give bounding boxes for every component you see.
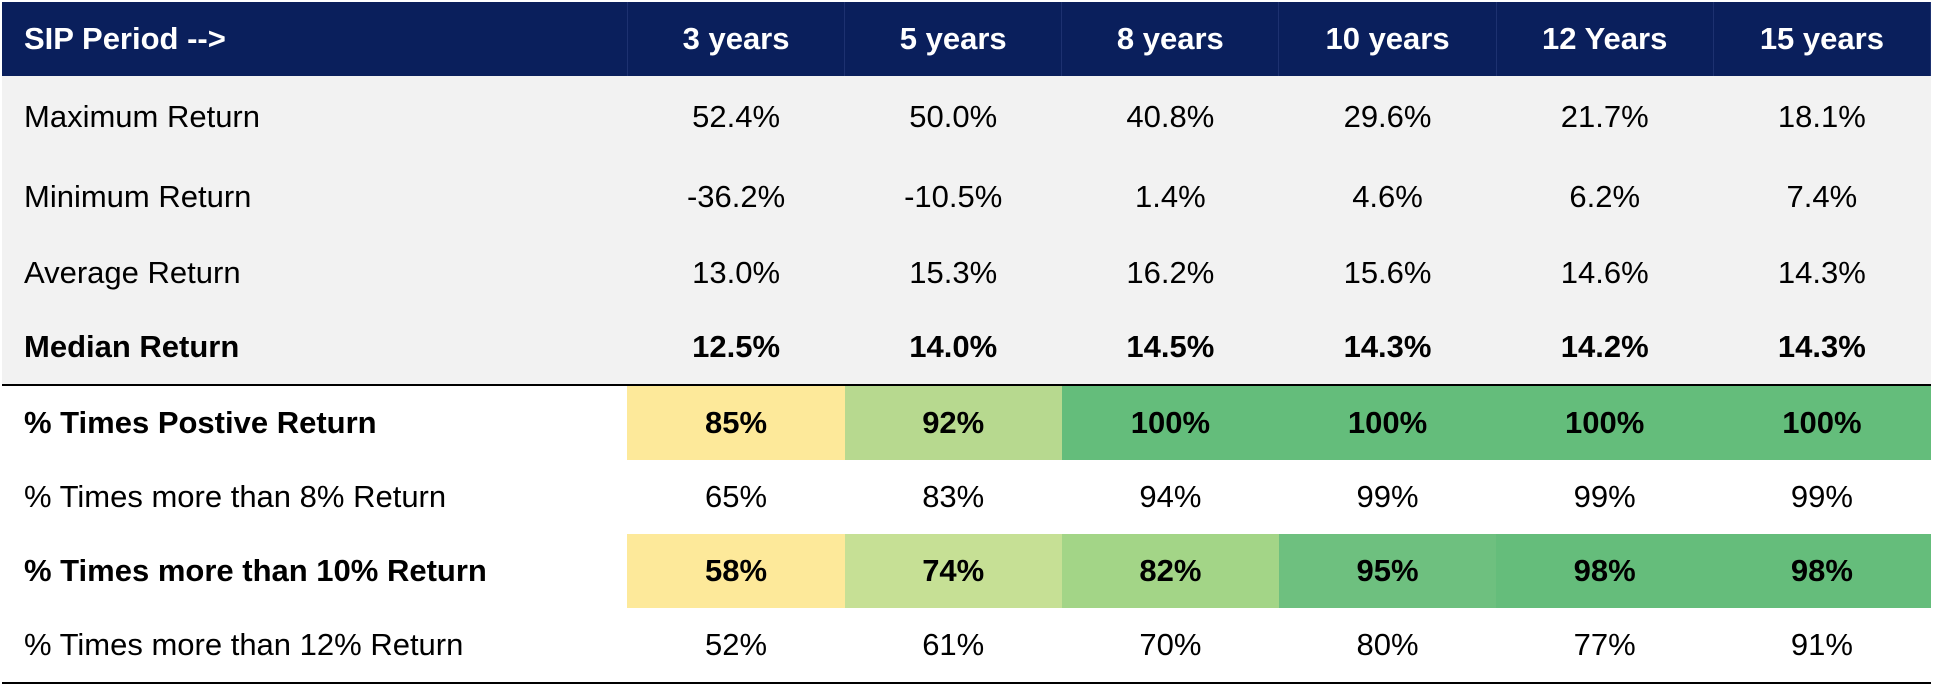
table-cell: 4.6% [1278,158,1497,236]
heat-cell: 82% [1061,534,1279,608]
table-cell: 83% [844,460,1062,534]
row-times-more-than-10pct: % Times more than 10% Return 58% 74% 82%… [2,534,1931,608]
header-15-years: 15 years [1713,2,1932,76]
heat-cell: 98% [1496,534,1714,608]
table-cell: 12.5% [627,310,845,385]
table-cell: 77% [1496,608,1714,684]
row-maximum-return: Maximum Return 52.4% 50.0% 40.8% 29.6% 2… [2,76,1931,158]
row-label: % Times more than 8% Return [2,460,628,534]
table-cell: 14.6% [1496,236,1714,310]
table-cell: 6.2% [1496,158,1714,236]
table-cell: 91% [1713,608,1931,684]
heat-cell: 100% [1278,384,1497,460]
table-cell: 61% [844,608,1062,684]
table-cell: 52.4% [627,76,845,158]
row-minimum-return: Minimum Return -36.2% -10.5% 1.4% 4.6% 6… [2,158,1931,236]
header-8-years: 8 years [1061,2,1280,76]
table-cell: 21.7% [1496,76,1714,158]
row-label: Median Return [2,310,628,385]
table-cell: 7.4% [1713,158,1931,236]
table-cell: 14.5% [1061,310,1279,385]
heat-cell: 92% [844,384,1062,460]
table-cell: 94% [1061,460,1279,534]
header-12-years: 12 Years [1496,2,1714,76]
table-cell: 70% [1061,608,1279,684]
row-times-more-than-12pct: % Times more than 12% Return 52% 61% 70%… [2,608,1931,684]
row-label: % Times more than 10% Return [2,534,628,608]
header-3-years: 3 years [627,2,846,76]
table-cell: 15.6% [1278,236,1497,310]
header-5-years: 5 years [844,2,1063,76]
heat-cell: 74% [844,534,1062,608]
header-row: SIP Period --> 3 years 5 years 8 years 1… [2,2,1932,76]
table-cell: 65% [627,460,845,534]
table-cell: 50.0% [844,76,1062,158]
row-median-return: Median Return 12.5% 14.0% 14.5% 14.3% 14… [2,310,1931,385]
row-average-return: Average Return 13.0% 15.3% 16.2% 15.6% 1… [2,236,1931,310]
row-label: Minimum Return [2,158,628,236]
heat-cell: 98% [1713,534,1931,608]
table-cell: 14.3% [1713,310,1931,385]
header-sip-period: SIP Period --> [2,2,628,76]
row-label: Maximum Return [2,76,628,158]
row-label: % Times Postive Return [2,384,628,460]
table-cell: 16.2% [1061,236,1279,310]
table-cell: 99% [1713,460,1931,534]
row-label: Average Return [2,236,628,310]
heat-cell: 100% [1713,384,1931,460]
heat-cell: 100% [1496,384,1714,460]
table-cell: 80% [1278,608,1497,684]
header-10-years: 10 years [1278,2,1497,76]
table-cell: 52% [627,608,845,684]
table-cell: 99% [1496,460,1714,534]
table-cell: 40.8% [1061,76,1279,158]
table-cell: 14.0% [844,310,1062,385]
heat-cell: 58% [627,534,845,608]
table-cell: 14.2% [1496,310,1714,385]
row-times-positive-return: % Times Postive Return 85% 92% 100% 100%… [2,384,1931,460]
row-label: % Times more than 12% Return [2,608,628,684]
table-cell: -10.5% [844,158,1062,236]
table-cell: 29.6% [1278,76,1497,158]
table-cell: 1.4% [1061,158,1279,236]
heat-cell: 100% [1061,384,1279,460]
table-cell: 99% [1278,460,1497,534]
heat-cell: 95% [1278,534,1497,608]
table-cell: 14.3% [1278,310,1497,385]
table-cell: 15.3% [844,236,1062,310]
heat-cell: 85% [627,384,845,460]
table-cell: 18.1% [1713,76,1931,158]
table-cell: -36.2% [627,158,845,236]
table-cell: 14.3% [1713,236,1931,310]
table-cell: 13.0% [627,236,845,310]
row-times-more-than-8pct: % Times more than 8% Return 65% 83% 94% … [2,460,1931,534]
